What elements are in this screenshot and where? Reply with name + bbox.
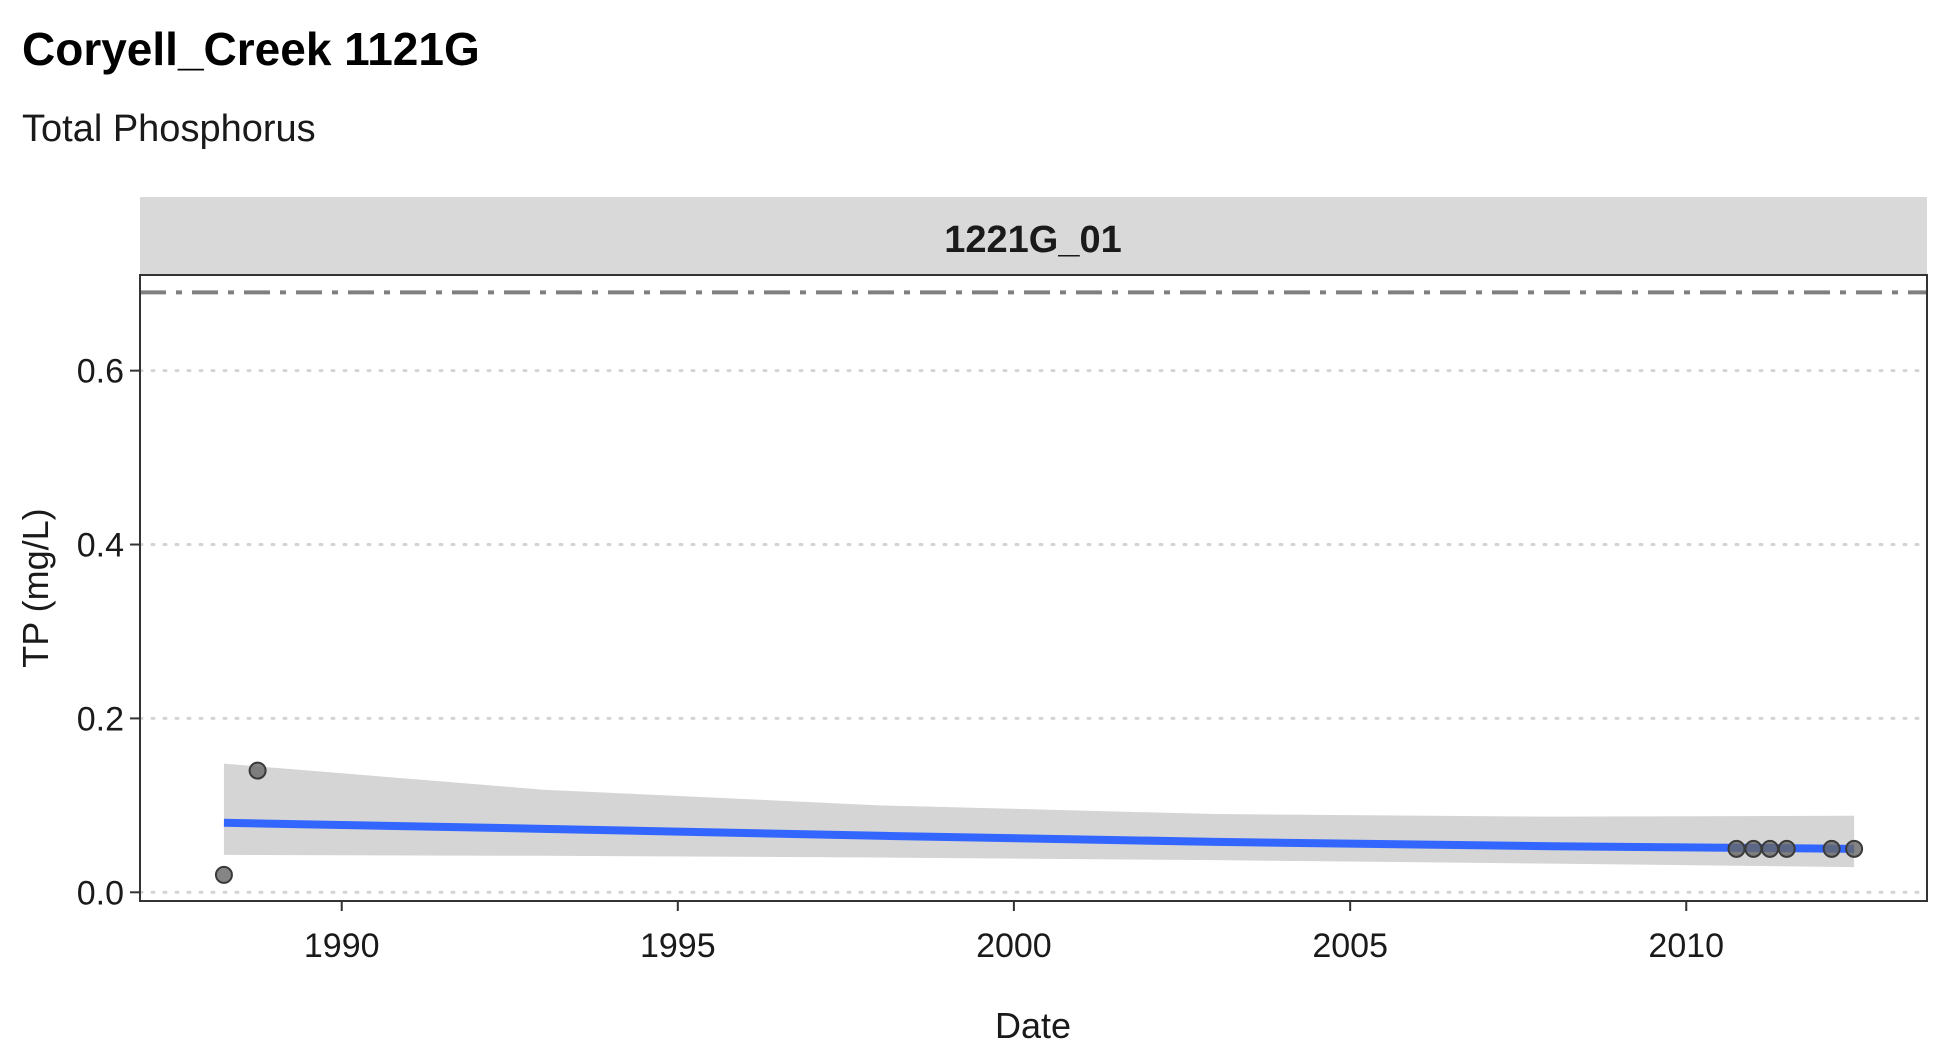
data-point: [1845, 839, 1864, 858]
x-axis-label: Date: [995, 1005, 1071, 1046]
y-tick-label: 0.4: [77, 527, 124, 565]
x-tick-label: 1990: [304, 927, 380, 965]
data-point: [1777, 839, 1796, 858]
grid-lines: [138, 369, 1929, 894]
trend-line: [223, 818, 1855, 853]
chart-subtitle: Total Phosphorus: [22, 108, 316, 150]
chart-title: Coryell_Creek 1121G: [22, 23, 480, 75]
data-point: [1727, 839, 1746, 858]
y-tick-label: 0.6: [77, 353, 124, 391]
confidence-band: [223, 763, 1855, 868]
x-tick-label: 1995: [640, 927, 716, 965]
x-tick-label: 2010: [1648, 927, 1724, 965]
y-axis: 0.0 0.2 0.4 0.6: [77, 353, 140, 912]
data-point: [1761, 839, 1780, 858]
y-tick-label: 0.2: [77, 700, 124, 738]
data-point: [1822, 839, 1841, 858]
x-tick-label: 2000: [976, 927, 1052, 965]
x-axis: 1990 1995 2000 2005 2010: [304, 901, 1724, 965]
facet-strip: [140, 197, 1927, 275]
panel-border: [139, 274, 1928, 902]
y-tick-label: 0.0: [77, 874, 124, 912]
data-points: [214, 761, 1864, 884]
data-point: [214, 865, 233, 884]
data-point: [248, 761, 267, 780]
y-axis-label: TP (mg/L): [15, 508, 56, 667]
facet-label: 1221G_01: [944, 219, 1122, 261]
trend-line-layer: [223, 818, 1855, 853]
data-point: [1744, 839, 1763, 858]
confidence-band-layer: [223, 763, 1855, 868]
x-tick-label: 2005: [1312, 927, 1388, 965]
